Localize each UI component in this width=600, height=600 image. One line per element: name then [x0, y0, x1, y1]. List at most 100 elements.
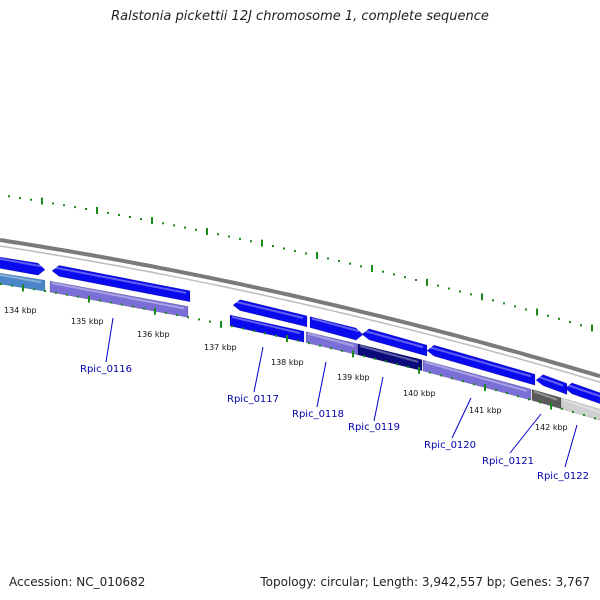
gene-label-rpic-0116[interactable]: Rpic_0116 — [80, 364, 132, 375]
inner-tick — [165, 311, 167, 314]
tick-label: 138 kbp — [271, 358, 304, 367]
outer-tick — [107, 211, 109, 214]
gene-arrow — [560, 397, 600, 421]
inner-tick — [451, 377, 453, 380]
gene-label-rpic-0118[interactable]: Rpic_0118 — [292, 409, 344, 420]
outer-tick — [294, 249, 296, 252]
gene-connector — [451, 397, 472, 439]
sequence-summary: Topology: circular; Length: 3,942,557 bp… — [260, 575, 590, 589]
outer-tick — [261, 239, 263, 247]
outer-tick — [85, 208, 87, 211]
gene-arrow — [535, 374, 568, 395]
inner-tick — [22, 284, 24, 292]
tick-label: 136 kbp — [137, 330, 170, 339]
gene-arrow-highlight — [53, 266, 187, 294]
inner-tick — [539, 401, 541, 404]
outer-tick — [327, 257, 329, 260]
outer-tick — [283, 247, 285, 250]
outer-tick — [184, 226, 186, 229]
gene-label-rpic-0120[interactable]: Rpic_0120 — [424, 440, 476, 451]
tick-label: 135 kbp — [71, 317, 104, 326]
outer-tick — [393, 273, 395, 276]
outer-tick — [96, 206, 98, 214]
gene-arrow-highlight — [533, 390, 558, 401]
tick-label: 139 kbp — [337, 373, 370, 382]
map-title: Ralstonia pickettii 12J chromosome 1, co… — [111, 9, 489, 24]
outer-tick — [591, 324, 593, 332]
inner-tick — [11, 284, 13, 287]
inner-tick — [418, 366, 420, 374]
tick-label: 137 kbp — [204, 343, 237, 352]
gene-arrow — [426, 344, 536, 386]
inner-tick — [242, 327, 244, 330]
inner-tick — [154, 307, 156, 315]
inner-tick — [495, 389, 497, 392]
gene-arrow — [309, 316, 364, 341]
inner-tick — [209, 320, 211, 323]
outer-tick — [228, 235, 230, 238]
inner-tick — [220, 320, 222, 328]
outer-tick — [459, 290, 461, 293]
inner-tick — [594, 417, 596, 420]
outer-tick — [118, 213, 120, 216]
backbone-line — [0, 238, 600, 379]
gene-label-rpic-0121[interactable]: Rpic_0121 — [482, 456, 534, 467]
gene-arrow — [51, 265, 191, 303]
inner-tick — [473, 383, 475, 386]
inner-tick — [330, 347, 332, 350]
outer-tick — [41, 197, 43, 205]
inner-tick — [319, 344, 321, 347]
backbone-inner-line — [0, 245, 600, 383]
inner-tick — [253, 329, 255, 332]
gene-connector — [509, 413, 542, 454]
inner-tick — [77, 295, 79, 298]
outer-tick — [580, 324, 582, 327]
outer-tick — [503, 302, 505, 305]
inner-tick — [88, 295, 90, 303]
inner-tick — [374, 357, 376, 360]
inner-tick-track — [0, 283, 596, 420]
inner-tick — [99, 299, 101, 302]
gene-label-rpic-0122[interactable]: Rpic_0122 — [537, 471, 589, 482]
gene-arrow-highlight — [359, 344, 419, 363]
gene-arrow — [232, 299, 308, 328]
gene-arrow-highlight — [428, 346, 532, 378]
outer-tick — [250, 240, 252, 243]
outer-tick — [195, 228, 197, 231]
inner-tick — [121, 303, 123, 306]
outer-tick — [558, 317, 560, 320]
gene-arrow — [357, 343, 423, 372]
inner-tick — [561, 407, 563, 410]
inner-tick — [44, 290, 46, 293]
outer-tick — [525, 308, 527, 311]
inner-tick — [572, 410, 574, 413]
inner-tick — [66, 293, 68, 296]
gene-arrow — [361, 328, 428, 357]
gene-connector — [373, 376, 384, 422]
inner-tick — [132, 305, 134, 308]
gene-label-rpic-0117[interactable]: Rpic_0117 — [227, 394, 279, 405]
outer-tick — [349, 262, 351, 265]
outer-tick — [415, 278, 417, 281]
outer-tick — [140, 218, 142, 221]
outer-tick — [437, 284, 439, 287]
outer-tick — [239, 237, 241, 240]
gene-arrow-highlight — [234, 300, 304, 319]
inner-tick — [363, 355, 365, 358]
outer-tick — [162, 222, 164, 225]
inner-tick — [429, 371, 431, 374]
outer-tick — [481, 293, 483, 301]
gene-connector — [564, 424, 578, 468]
outer-tick — [514, 305, 516, 308]
inner-tick — [396, 363, 398, 366]
outer-tick — [426, 278, 428, 286]
outer-tick — [217, 233, 219, 236]
inner-tick — [187, 316, 189, 319]
outer-tick — [448, 287, 450, 290]
gene-arrow-highlight — [537, 375, 564, 387]
inner-tick — [0, 283, 2, 285]
gene-label-rpic-0119[interactable]: Rpic_0119 — [348, 422, 400, 433]
inner-tick — [385, 360, 387, 363]
outer-tick — [338, 260, 340, 263]
